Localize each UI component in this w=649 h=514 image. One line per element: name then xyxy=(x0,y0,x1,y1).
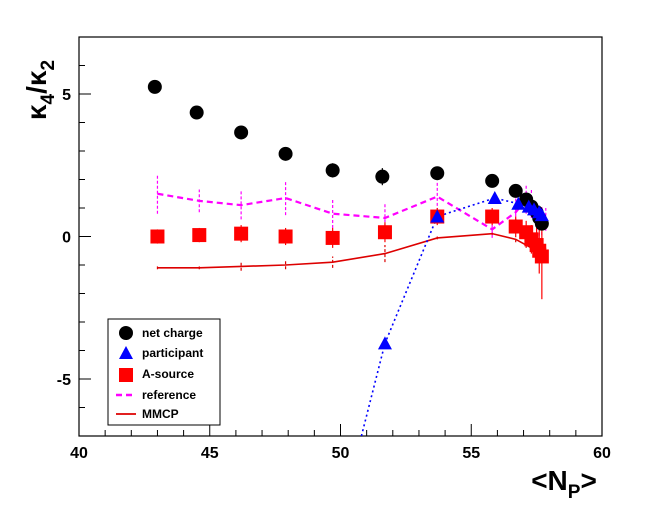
x-tick-label: 60 xyxy=(593,445,611,462)
mmcp-line xyxy=(157,232,547,269)
axis-labels: κ4/κ2 <NP> xyxy=(21,60,597,503)
participant-point xyxy=(487,191,502,205)
x-axis-label: <NP> xyxy=(531,465,597,503)
net-charge-point xyxy=(485,173,500,188)
net-charge-point xyxy=(430,166,445,181)
legend-entry-net-charge: net charge xyxy=(119,326,203,340)
a-source-point xyxy=(278,229,293,244)
a-source-point xyxy=(192,228,207,243)
participant-point xyxy=(534,208,549,222)
y-tick-label: -5 xyxy=(57,372,71,389)
legend-marker-participant xyxy=(119,346,133,359)
axes: 40 45 50 55 60 -5 0 5 xyxy=(57,36,611,462)
plot-content xyxy=(147,79,549,436)
legend-entry-mmcp: MMCP xyxy=(116,407,179,421)
net-charge-point xyxy=(147,79,162,94)
participant-point xyxy=(377,336,392,350)
legend-entry-a-source: A-source xyxy=(119,367,194,382)
participant-point xyxy=(511,196,526,210)
legend-marker-net-charge xyxy=(119,326,133,340)
legend-marker-a-source xyxy=(119,368,133,382)
a-source-point xyxy=(534,249,549,264)
legend-label-net-charge: net charge xyxy=(142,326,203,340)
y-axis-label: κ4/κ2 xyxy=(21,60,59,120)
net-charge-point xyxy=(375,169,390,184)
legend-label-a-source: A-source xyxy=(142,367,194,381)
legend-entry-participant: participant xyxy=(119,346,203,360)
a-source-point xyxy=(150,229,165,244)
y-tick-label: 0 xyxy=(62,230,71,247)
participant-line xyxy=(360,197,543,436)
legend-entry-reference: reference xyxy=(116,388,196,402)
reference-line xyxy=(157,192,547,231)
participant-point xyxy=(430,209,445,223)
net-charge-point xyxy=(278,146,293,161)
net-charge-point xyxy=(189,105,204,120)
data-area xyxy=(147,79,549,436)
net-charge-point xyxy=(234,125,249,140)
y-tick-label: 5 xyxy=(62,87,71,104)
legend-label-reference: reference xyxy=(142,388,196,402)
a-source-point xyxy=(485,209,500,224)
x-tick-label: 45 xyxy=(201,445,219,462)
x-tick-label: 40 xyxy=(70,445,88,462)
a-source-point xyxy=(325,230,340,245)
a-source-point xyxy=(234,226,249,241)
legend: net charge participant A-source referenc… xyxy=(107,318,221,426)
legend-label-participant: participant xyxy=(142,346,203,360)
net-charge-point xyxy=(508,183,523,198)
x-tick-label: 55 xyxy=(462,445,480,462)
net-charge-point xyxy=(325,163,340,178)
legend-label-mmcp: MMCP xyxy=(142,407,179,421)
a-source-point xyxy=(377,225,392,240)
x-tick-label: 50 xyxy=(332,445,350,462)
